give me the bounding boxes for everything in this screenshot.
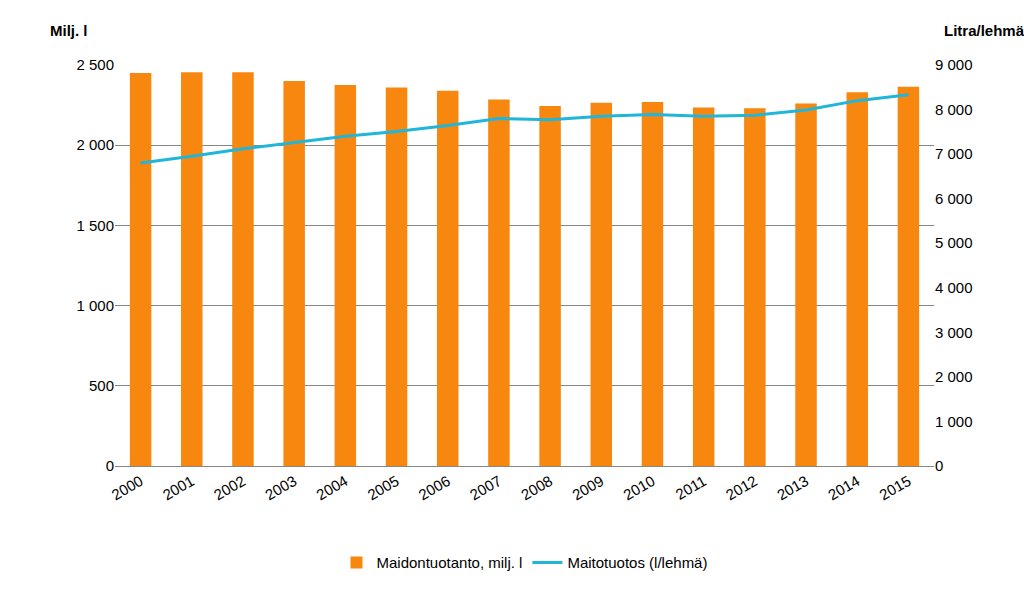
svg-text:2010: 2010 bbox=[620, 472, 657, 503]
svg-text:1 500: 1 500 bbox=[76, 217, 114, 234]
svg-text:2013: 2013 bbox=[774, 472, 811, 503]
svg-text:1 000: 1 000 bbox=[76, 297, 114, 314]
svg-text:Litra/lehmä: Litra/lehmä bbox=[944, 22, 1024, 39]
svg-text:0: 0 bbox=[106, 457, 114, 474]
svg-text:2007: 2007 bbox=[467, 472, 504, 503]
svg-text:8 000: 8 000 bbox=[935, 101, 973, 118]
svg-text:2012: 2012 bbox=[723, 472, 760, 503]
svg-text:2003: 2003 bbox=[262, 472, 299, 503]
svg-text:1 000: 1 000 bbox=[935, 413, 973, 430]
svg-text:Maitotuotos (l/lehmä): Maitotuotos (l/lehmä) bbox=[567, 554, 707, 571]
svg-text:2005: 2005 bbox=[364, 472, 401, 503]
svg-text:0: 0 bbox=[935, 457, 943, 474]
svg-text:2015: 2015 bbox=[876, 472, 913, 503]
svg-text:2004: 2004 bbox=[313, 472, 350, 503]
svg-text:3 000: 3 000 bbox=[935, 324, 973, 341]
svg-text:2000: 2000 bbox=[108, 472, 145, 503]
svg-text:500: 500 bbox=[89, 377, 114, 394]
svg-text:2 000: 2 000 bbox=[935, 368, 973, 385]
svg-text:Maidontuotanto, milj. l: Maidontuotanto, milj. l bbox=[377, 554, 523, 571]
svg-text:2011: 2011 bbox=[672, 472, 708, 503]
svg-text:Milj. l: Milj. l bbox=[50, 22, 88, 39]
svg-text:2008: 2008 bbox=[518, 472, 555, 503]
svg-text:6 000: 6 000 bbox=[935, 190, 973, 207]
svg-text:2006: 2006 bbox=[416, 472, 453, 503]
svg-text:2002: 2002 bbox=[211, 472, 248, 503]
svg-text:5 000: 5 000 bbox=[935, 234, 973, 251]
svg-text:2014: 2014 bbox=[825, 472, 862, 503]
svg-text:9 000: 9 000 bbox=[935, 56, 973, 73]
svg-text:2009: 2009 bbox=[569, 472, 606, 503]
svg-text:7 000: 7 000 bbox=[935, 145, 973, 162]
svg-text:2 500: 2 500 bbox=[76, 56, 114, 73]
svg-text:2001: 2001 bbox=[160, 472, 197, 503]
svg-text:4 000: 4 000 bbox=[935, 279, 973, 296]
svg-text:2 000: 2 000 bbox=[76, 136, 114, 153]
